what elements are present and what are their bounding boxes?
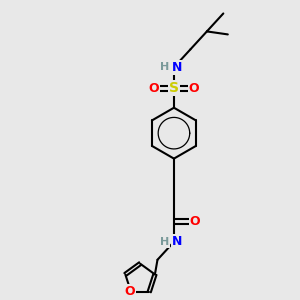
Text: S: S	[169, 81, 179, 95]
Text: H: H	[160, 62, 170, 72]
Text: O: O	[190, 215, 200, 228]
Text: N: N	[172, 235, 182, 248]
Text: O: O	[124, 285, 135, 298]
Text: H: H	[160, 237, 170, 247]
Text: N: N	[172, 61, 182, 74]
Text: O: O	[189, 82, 199, 95]
Text: O: O	[148, 82, 159, 95]
